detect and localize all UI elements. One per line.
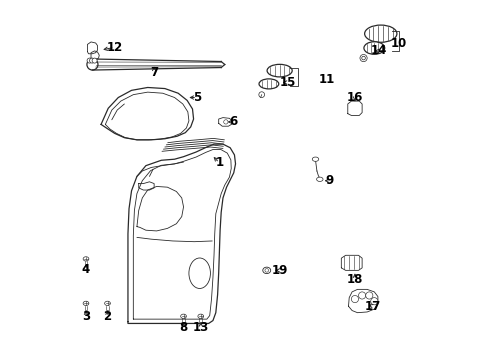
Text: 4: 4 <box>81 263 90 276</box>
Text: 17: 17 <box>364 300 380 313</box>
Text: 7: 7 <box>150 66 158 79</box>
Polygon shape <box>101 87 193 140</box>
Ellipse shape <box>363 42 384 54</box>
Polygon shape <box>92 59 221 70</box>
Ellipse shape <box>316 177 323 181</box>
Ellipse shape <box>180 314 186 319</box>
Polygon shape <box>347 101 362 116</box>
Text: 6: 6 <box>228 116 237 129</box>
Circle shape <box>365 292 372 299</box>
Circle shape <box>87 58 92 63</box>
Polygon shape <box>87 42 97 54</box>
Ellipse shape <box>104 301 110 306</box>
Text: 9: 9 <box>325 174 333 187</box>
Circle shape <box>351 296 358 303</box>
Text: 19: 19 <box>271 264 287 277</box>
Text: 2: 2 <box>103 310 111 324</box>
Text: 11: 11 <box>318 73 334 86</box>
Polygon shape <box>218 118 232 126</box>
Polygon shape <box>128 144 235 323</box>
Ellipse shape <box>364 25 396 42</box>
Text: 12: 12 <box>106 41 122 54</box>
Text: 3: 3 <box>82 310 90 324</box>
Ellipse shape <box>83 257 89 261</box>
Polygon shape <box>91 51 99 60</box>
Text: 10: 10 <box>390 36 406 50</box>
Text: 8: 8 <box>179 321 187 334</box>
Ellipse shape <box>312 157 318 161</box>
Polygon shape <box>348 289 377 313</box>
Text: 1: 1 <box>215 156 223 169</box>
Ellipse shape <box>259 79 278 89</box>
Circle shape <box>370 298 377 305</box>
Text: 18: 18 <box>346 273 363 286</box>
Text: 13: 13 <box>192 321 208 334</box>
Circle shape <box>258 92 264 98</box>
Ellipse shape <box>262 267 270 274</box>
Ellipse shape <box>83 301 89 306</box>
Text: 14: 14 <box>370 44 386 57</box>
Text: 16: 16 <box>346 91 363 104</box>
Circle shape <box>359 54 366 62</box>
Text: 15: 15 <box>279 76 295 89</box>
Circle shape <box>358 292 365 299</box>
Polygon shape <box>341 255 362 270</box>
Ellipse shape <box>266 64 292 77</box>
Circle shape <box>92 58 97 63</box>
Ellipse shape <box>198 314 203 319</box>
Circle shape <box>87 59 98 70</box>
Text: 5: 5 <box>193 91 201 104</box>
Circle shape <box>89 58 94 63</box>
